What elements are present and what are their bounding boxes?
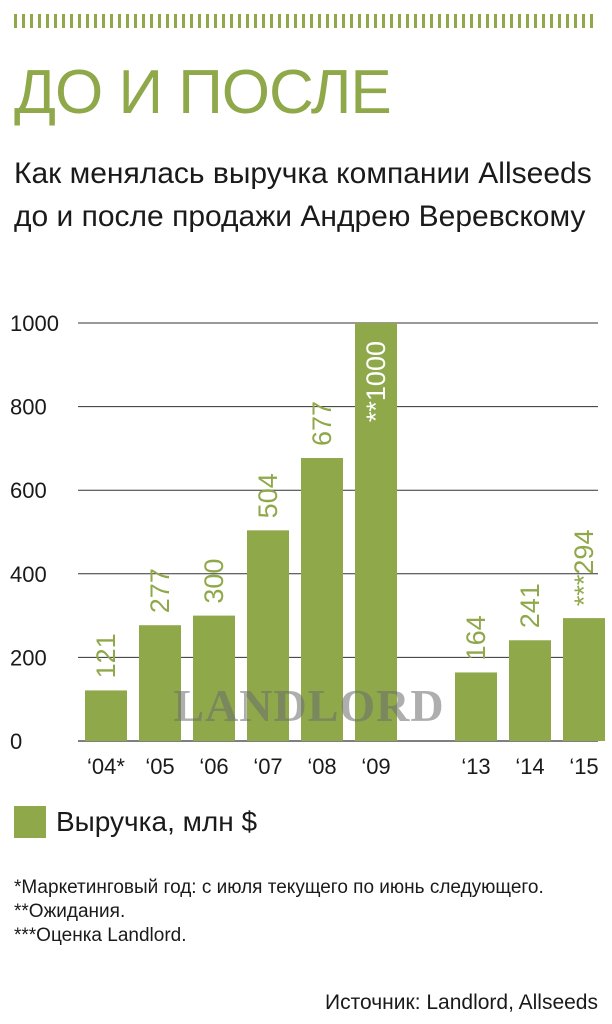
x-tick-label: ‘08 [307, 754, 336, 779]
value-label: 164 [461, 615, 491, 660]
y-axis-ticks: 0 200 400 600 800 1000 [10, 311, 59, 754]
value-label: ***294 [569, 530, 599, 607]
bar [193, 615, 235, 741]
bars [85, 323, 605, 741]
x-tick-label: ‘04* [87, 754, 125, 779]
value-label: 277 [145, 568, 175, 613]
x-axis-ticks: ‘04* ‘05 ‘06 ‘07 ‘08 ‘09 ‘13 ‘14 ‘15 [87, 754, 599, 779]
x-tick-label: ‘09 [361, 754, 390, 779]
kicker-title: ДО И ПОСЛЕ [14, 58, 392, 127]
x-tick-label: ‘05 [145, 754, 174, 779]
decorative-stripe [14, 14, 598, 28]
value-label: **1000 [361, 341, 391, 422]
footnote-estimate: ***Оценка Landlord. [14, 925, 187, 946]
y-tick-label: 400 [10, 562, 47, 587]
bar [247, 530, 289, 741]
bar [563, 618, 605, 741]
watermark-text: LANDLORD [173, 680, 444, 731]
footnote-expectations: **Ожидания. [14, 901, 126, 922]
x-tick-label: ‘06 [199, 754, 228, 779]
x-tick-label: ‘07 [253, 754, 282, 779]
source-note: Источник: Landlord, Allseeds [325, 991, 598, 1014]
x-tick-label: ‘15 [569, 754, 598, 779]
footnote-marketing-year: *Маркетинговый год: с июля текущего по и… [14, 877, 544, 898]
x-tick-label: ‘14 [515, 754, 544, 779]
revenue-bar-chart: LANDLORD 121 277 300 504 677 **1000 164 241 ***2… [10, 311, 605, 779]
value-labels: 121 277 300 504 677 **1000 164 241 ***294 [91, 341, 599, 678]
x-tick-label: ‘13 [461, 754, 490, 779]
value-label: 241 [515, 583, 545, 628]
bar [355, 323, 397, 741]
value-label: 300 [199, 559, 229, 604]
bar [85, 690, 127, 741]
y-tick-label: 0 [10, 729, 22, 754]
legend-swatch [14, 806, 46, 838]
legend-label: Выручка, млн $ [56, 806, 258, 837]
footnotes: *Маркетинговый год: с июля текущего по и… [14, 876, 604, 948]
y-tick-label: 1000 [10, 311, 59, 336]
bar [455, 672, 497, 741]
bar [509, 640, 551, 741]
y-tick-label: 800 [10, 395, 47, 420]
chart-heading: Как менялась выручка компании Allseeds д… [14, 157, 592, 233]
bar [301, 458, 343, 741]
value-label: 677 [307, 401, 337, 446]
y-tick-label: 600 [10, 478, 47, 503]
value-label: 121 [91, 633, 121, 678]
y-tick-label: 200 [10, 645, 47, 670]
bar [139, 625, 181, 741]
value-label: 504 [253, 473, 283, 518]
